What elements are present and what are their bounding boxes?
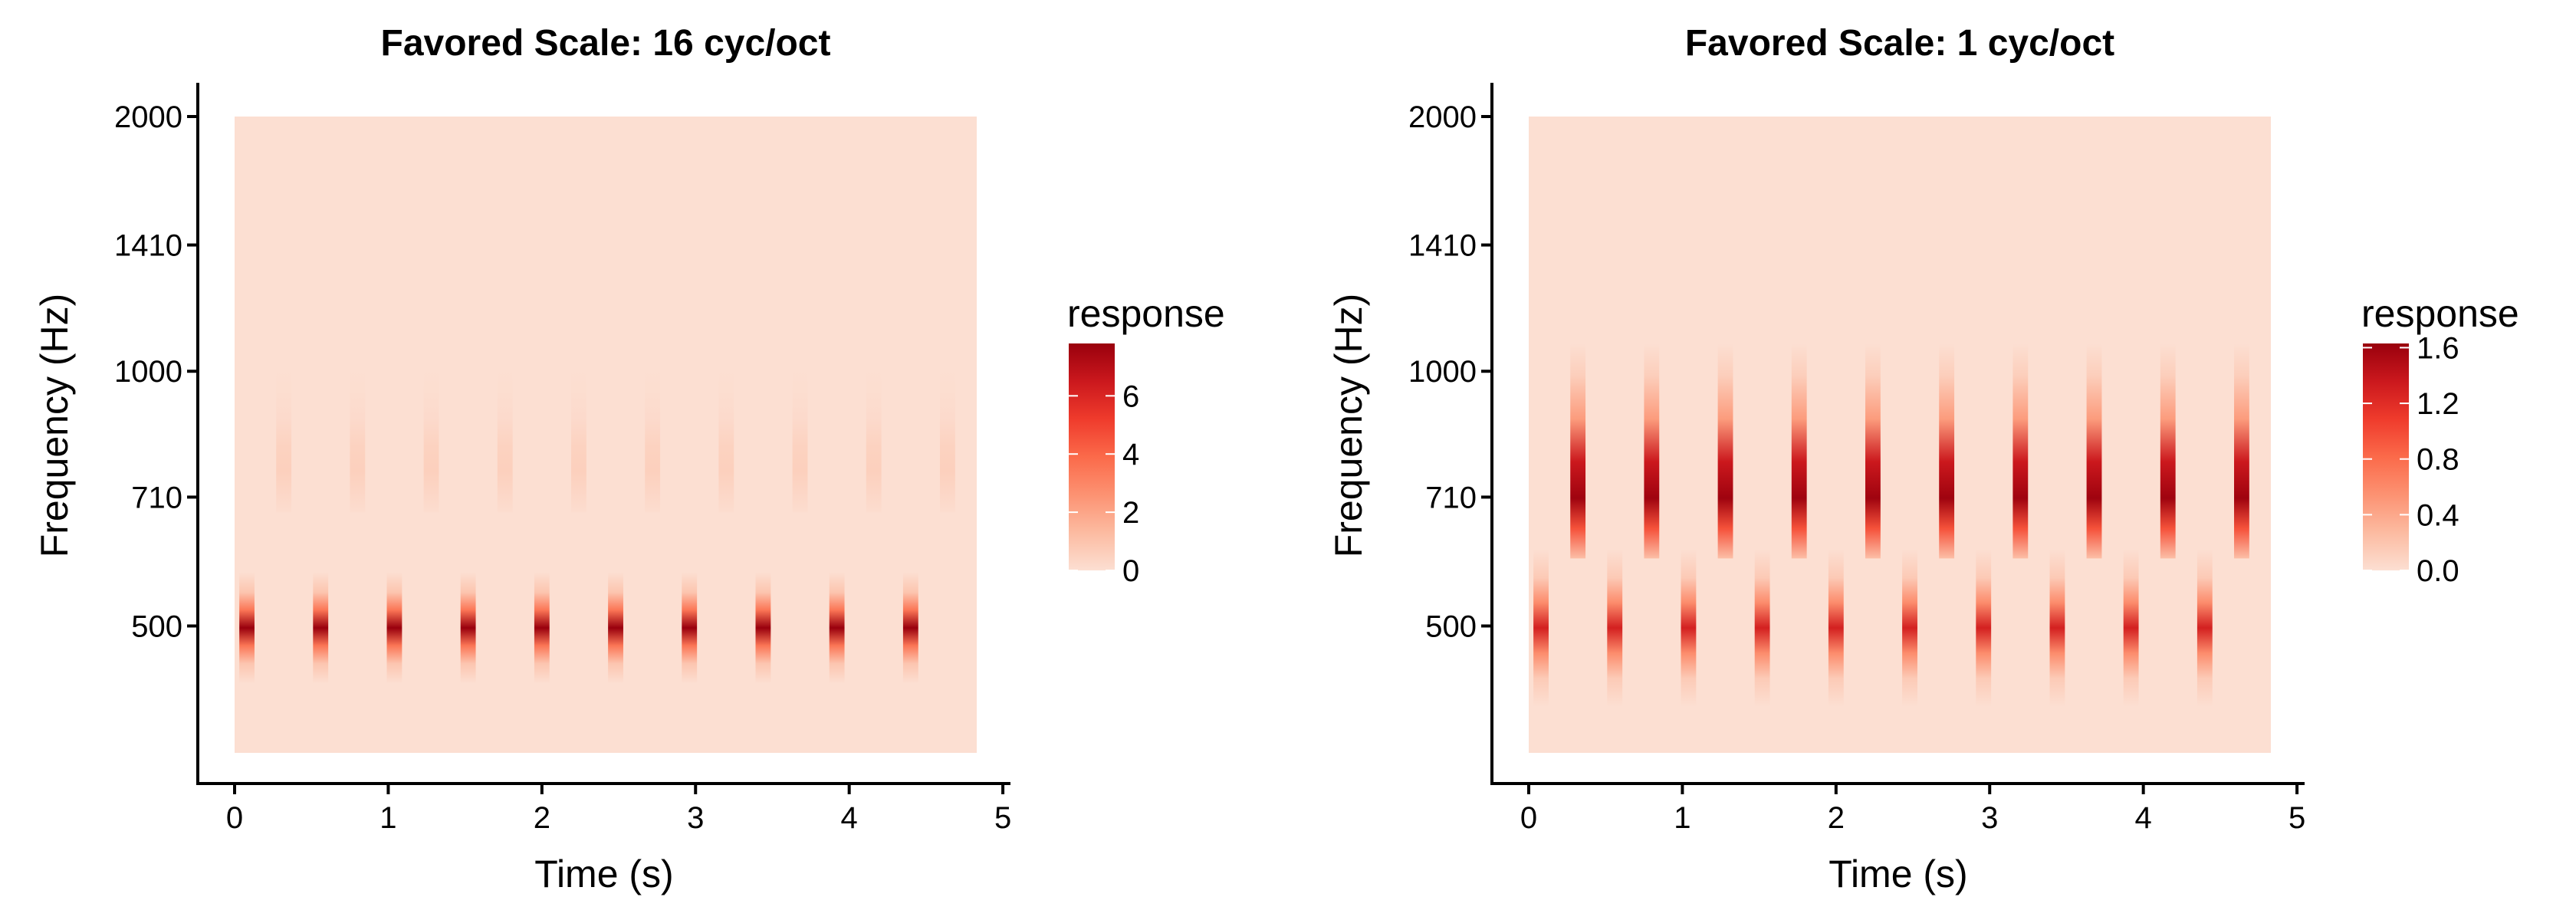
heatmap-cell [313,572,329,684]
heatmap-cell [829,572,845,684]
legend-tick-label: 2 [1122,496,1139,530]
x-tick-label: 3 [1981,801,1998,835]
chart-panel-1-cyc-oct: Favored Scale: 1 cyc/oct 500 710 1000 1410 2… [1327,23,2519,895]
legend-tick-label: 1.2 [2417,387,2459,421]
heatmap-cell [534,572,550,684]
heatmap-cell [2049,549,2065,707]
x-tick-label: 4 [841,801,858,835]
legend-tick-label: 0 [1122,554,1139,588]
heatmap-cell [423,366,439,513]
legend-colorbar [1069,343,1115,570]
heatmap-cell [940,366,955,513]
legend-tick-label: 4 [1122,438,1139,472]
heatmap-cell [2234,343,2249,559]
heatmap-cell [1791,343,1807,559]
chart-title: Favored Scale: 16 cyc/oct [381,23,831,64]
x-tick-label: 1 [380,801,396,835]
heatmap-area [235,117,977,753]
y-tick-label: 1410 [1408,229,1477,263]
legend-title: response [2361,292,2519,335]
x-tick-label: 2 [1828,801,1845,835]
x-axis-title: Time (s) [1829,853,1967,895]
heatmap-cell [645,366,661,513]
legend-tick-label: 0.8 [2417,443,2459,477]
legend-ticks: 0.0 0.4 0.8 1.2 1.6 [2363,331,2459,588]
heatmap-cell [276,366,292,513]
legend-ticks: 0 2 4 6 [1069,380,1139,588]
heatmap-cell [1607,549,1623,707]
heatmap-cell [792,366,808,513]
heatmap-background [235,117,977,753]
heatmap-cell [755,572,771,684]
heatmap-cell [2013,343,2029,559]
legend-tick-label: 1.6 [2417,331,2459,365]
heatmap-area [1529,117,2271,753]
heatmap-cell [350,366,366,513]
heatmap-cell [2123,549,2139,707]
heatmap-cell [608,572,623,684]
chart-panel-16-cyc-oct: Favored Scale: 16 cyc/oct 50071010001410… [33,23,1225,895]
y-tick-label: 710 [131,481,182,514]
legend-tick-label: 6 [1122,380,1139,413]
x-axis-ticks: 0 1 2 3 4 5 [226,784,1011,835]
y-tick-label: 500 [131,610,182,643]
heatmap-cell [2160,343,2176,559]
x-tick-label: 0 [226,801,243,835]
heatmap-cell [1939,343,1955,559]
color-legend: response 0 2 4 6 [1067,292,1225,588]
heatmap-cell [460,572,476,684]
heatmap-cell [866,366,882,513]
legend-title: response [1067,292,1225,335]
heatmap-cell [718,366,734,513]
heatmap-cell [1533,549,1549,707]
heatmap-cell [239,572,255,684]
x-tick-label: 2 [534,801,550,835]
x-tick-label: 5 [994,801,1011,835]
heatmap-cell [497,366,513,513]
x-tick-label: 4 [2135,801,2152,835]
heatmap-cell [1865,343,1881,559]
heatmap-cell [1717,343,1733,559]
y-tick-label: 1000 [1408,355,1477,389]
y-tick-label: 2000 [114,100,182,134]
heatmap-background [1529,117,2271,753]
heatmap-cell [2196,549,2213,707]
heatmap-cell [1754,549,1770,707]
x-axis-ticks: 0 1 2 3 4 5 [1520,784,2305,835]
heatmap-cell [1570,343,1586,559]
heatmap-cell [1681,549,1697,707]
y-axis-title: Frequency (Hz) [33,294,76,558]
heatmap-cell [1828,549,1844,707]
heatmap-cell [386,572,402,684]
heatmap-cell [1902,549,1917,707]
legend-tick-label: 0.4 [2417,498,2459,532]
x-axis-title: Time (s) [534,853,673,895]
x-tick-label: 3 [687,801,704,835]
heatmap-cell [682,572,698,684]
y-axis-ticks: 500 710 1000 1410 2000 [114,100,198,643]
y-axis-ticks: 500 710 1000 1410 2000 [1408,100,1492,643]
heatmap-cell [571,366,586,513]
y-tick-label: 2000 [1408,100,1477,134]
chart-title: Favored Scale: 1 cyc/oct [1685,23,2114,64]
y-tick-label: 710 [1425,481,1477,514]
heatmap-cell [2086,343,2102,559]
x-tick-label: 0 [1520,801,1537,835]
x-tick-label: 5 [2288,801,2305,835]
legend-colorbar [2363,343,2409,570]
y-tick-label: 500 [1425,610,1477,643]
y-axis-title: Frequency (Hz) [1327,294,1370,558]
heatmap-cell [1644,343,1660,559]
y-tick-label: 1000 [114,355,182,389]
heatmap-cell [1976,549,1992,707]
legend-tick-label: 0.0 [2417,554,2459,588]
x-tick-label: 1 [1674,801,1691,835]
y-tick-label: 1410 [114,229,182,263]
heatmap-cell [902,572,918,684]
color-legend: response 0.0 0.4 0.8 1.2 1.6 [2361,292,2519,588]
